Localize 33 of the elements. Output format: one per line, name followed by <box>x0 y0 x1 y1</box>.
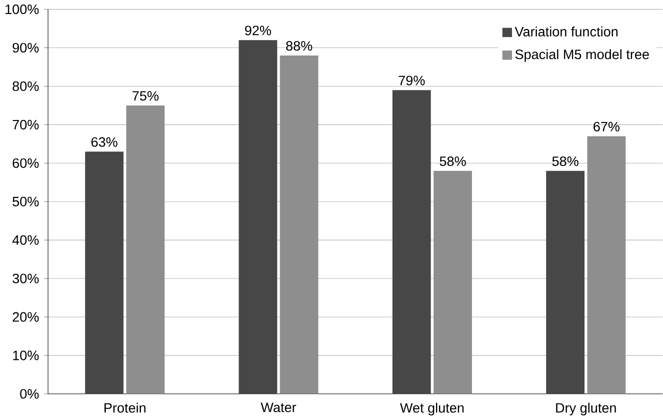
bar <box>85 152 124 394</box>
x-tick-label: Protein <box>104 402 146 413</box>
x-tick-label: Water <box>260 402 296 412</box>
legend-label: Spacial M5 model tree <box>515 49 649 62</box>
bar <box>434 170 472 394</box>
y-tick-label: 70% <box>12 120 39 130</box>
data-label: 63% <box>91 137 118 147</box>
data-label: 92% <box>245 26 272 36</box>
bar <box>392 90 431 394</box>
y-tick-label: 30% <box>12 274 39 284</box>
y-tick-label: 100% <box>6 4 39 14</box>
data-label: 58% <box>552 156 578 166</box>
y-tick-label: 60% <box>12 158 39 168</box>
data-label: 79% <box>398 76 425 86</box>
y-tick-label: 80% <box>12 81 39 92</box>
bar <box>280 56 318 394</box>
bar <box>126 106 165 394</box>
bar <box>587 136 626 394</box>
bar <box>238 40 278 394</box>
data-label: 75% <box>132 91 159 101</box>
bar <box>546 170 585 394</box>
data-label: 88% <box>286 41 312 51</box>
y-tick-label: 10% <box>13 350 39 360</box>
y-tick-label: 0% <box>20 389 39 399</box>
x-tick-label: Dry gluten <box>556 402 616 416</box>
y-tick-label: 40% <box>12 235 39 245</box>
x-tick-label: Wet gluten <box>400 402 464 416</box>
legend-label: Variation function <box>514 26 618 37</box>
data-label: 58% <box>440 156 466 166</box>
data-label: 67% <box>594 122 620 132</box>
y-tick-label: 20% <box>12 312 39 322</box>
y-tick-label: 90% <box>12 43 39 53</box>
y-tick-label: 50% <box>12 196 39 206</box>
